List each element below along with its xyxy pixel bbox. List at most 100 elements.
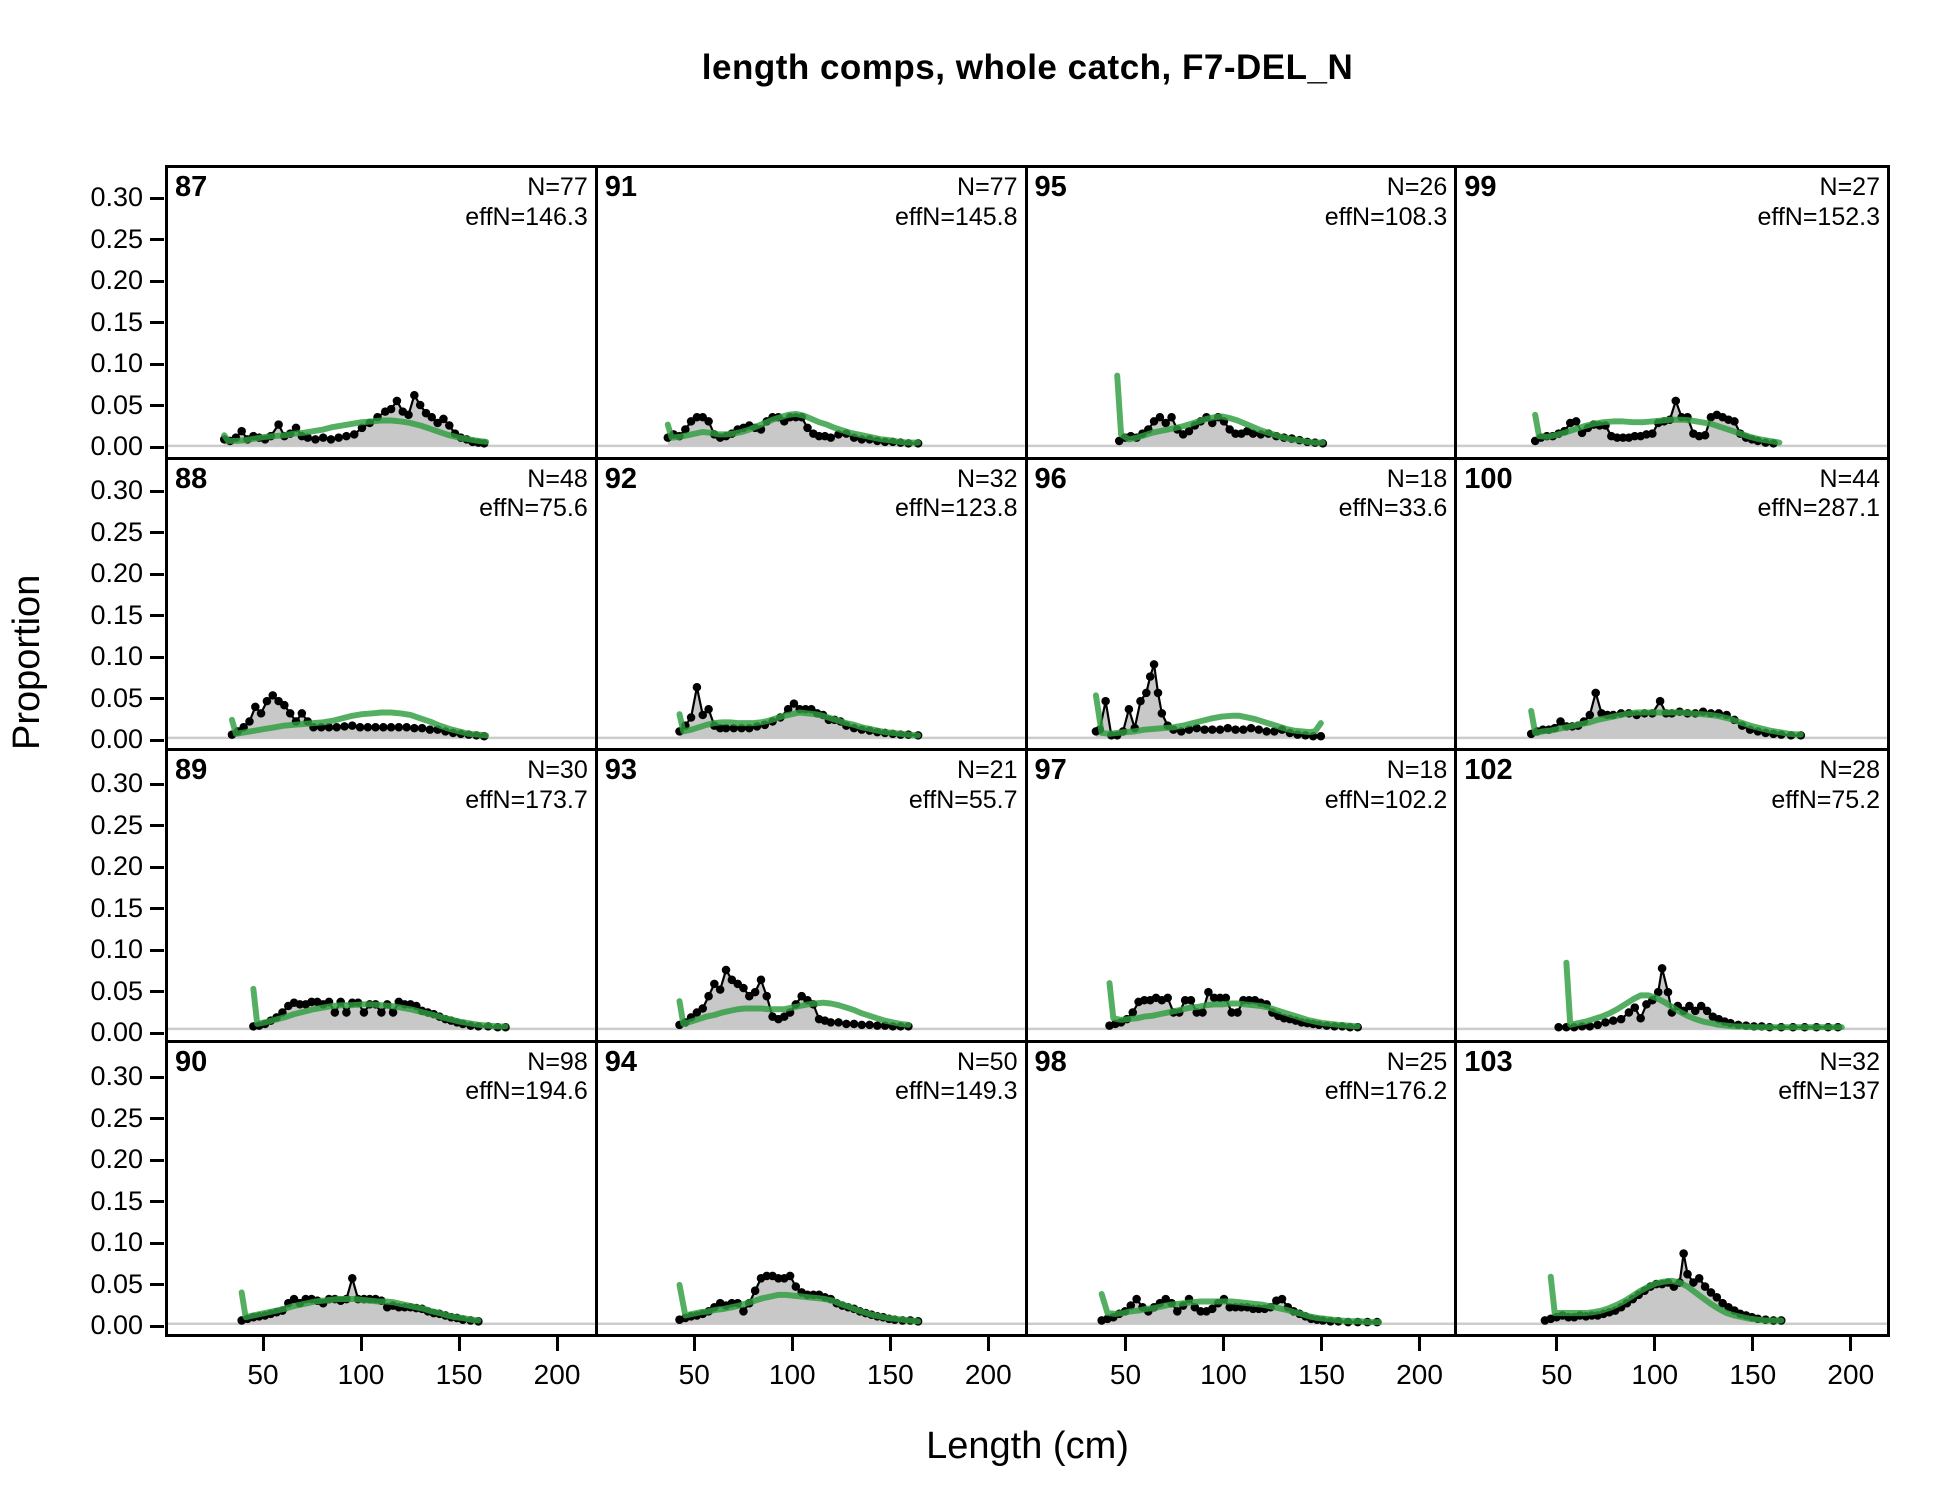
sample-size-label: N=32 effN=123.8 — [894, 464, 1018, 523]
observed-point — [1209, 993, 1219, 1003]
y-axis-tick — [150, 948, 164, 952]
panel-year-label: 95 — [1034, 171, 1067, 203]
observed-point — [445, 421, 454, 430]
observed-point — [1131, 1294, 1141, 1303]
observed-point — [1180, 995, 1189, 1005]
observed-point — [1203, 987, 1213, 997]
observed-point — [692, 682, 701, 691]
sample-size-label: N=77 effN=145.8 — [894, 173, 1018, 231]
observed-point — [386, 404, 396, 414]
observed-point — [417, 723, 427, 732]
expected-line — [1563, 959, 1846, 1031]
observed-point — [318, 433, 328, 442]
observed-point — [729, 723, 738, 732]
x-axis-tick — [790, 1337, 794, 1351]
expected-line — [221, 417, 490, 445]
observed-point — [1149, 659, 1158, 669]
observed-point — [1153, 688, 1162, 697]
panel-chart — [1457, 1248, 1887, 1325]
panel-chart — [597, 1271, 1025, 1326]
observed-point — [297, 708, 307, 718]
observed-point — [738, 983, 748, 993]
observed-point — [285, 708, 295, 718]
x-axis-tick — [261, 1337, 265, 1351]
observed-fill — [1118, 417, 1323, 446]
y-axis-tick — [150, 865, 164, 869]
panel-100: 100 N=44 effN=287.1 — [1457, 459, 1887, 751]
panel-year-label: 102 — [1464, 754, 1513, 786]
observed-point — [334, 433, 343, 442]
panel-grid: 87 N=77 effN=146.3 91 N=77 effN=145.8 95 N… — [165, 165, 1890, 1337]
observed-fill — [1535, 400, 1774, 446]
observed-point — [359, 1008, 369, 1017]
expected-line — [1547, 1273, 1785, 1323]
y-tick-label: 0.15 — [90, 1185, 143, 1216]
y-axis-tick — [150, 1200, 164, 1204]
y-axis-tick — [150, 824, 164, 828]
observed-point — [1591, 688, 1601, 697]
x-axis-tick — [1653, 1337, 1657, 1351]
expected-line — [238, 1288, 482, 1323]
observed-point — [1166, 412, 1176, 422]
x-tick-label: 200 — [1827, 1359, 1875, 1390]
observed-point — [1618, 433, 1628, 442]
observed-point — [1609, 1016, 1618, 1025]
panel-102: 102 N=28 effN=75.2 — [1457, 751, 1887, 1043]
sample-size-label: N=48 effN=75.6 — [479, 464, 588, 523]
observed-point — [1648, 429, 1657, 438]
observed-point — [783, 704, 793, 714]
observed-point — [704, 704, 713, 714]
panel-98: 98 N=25 effN=176.2 — [1027, 1042, 1458, 1334]
observed-point — [330, 1008, 340, 1017]
x-tick-label: 100 — [768, 1359, 816, 1390]
y-tick-label: 0.10 — [90, 641, 143, 672]
sample-size-label: N=25 effN=176.2 — [1324, 1047, 1448, 1106]
y-axis-tick — [150, 489, 164, 493]
panel-chart — [168, 390, 595, 448]
observed-point — [1223, 723, 1232, 732]
observed-point — [371, 722, 380, 732]
sample-size-label: N=77 effN=146.3 — [465, 173, 588, 231]
observed-fill — [1108, 992, 1358, 1029]
observed-point — [415, 400, 425, 410]
x-tick-label: 150 — [866, 1359, 914, 1390]
panel-93: 93 N=21 effN=55.7 — [597, 751, 1028, 1043]
sample-size-label: N=30 effN=173.7 — [465, 756, 588, 814]
y-tick-label: 0.05 — [90, 975, 143, 1006]
observed-point — [849, 1019, 859, 1029]
observed-point — [392, 396, 402, 406]
x-axis-tick — [1555, 1337, 1559, 1351]
y-tick-label: 0.20 — [90, 851, 143, 882]
observed-point — [1172, 1306, 1182, 1316]
observed-point — [833, 1018, 843, 1027]
observed-point — [1601, 1018, 1611, 1027]
panel-chart — [597, 965, 1025, 1031]
observed-point — [342, 431, 351, 441]
x-tick-label: 200 — [1396, 1359, 1443, 1390]
y-axis-tick — [150, 738, 164, 742]
observed-point — [1654, 987, 1663, 997]
observed-point — [1701, 1281, 1710, 1291]
observed-point — [404, 410, 413, 420]
observed-point — [1248, 429, 1257, 438]
observed-point — [402, 722, 411, 732]
panel-92: 92 N=32 effN=123.8 — [597, 459, 1028, 751]
y-tick-label: 0.00 — [90, 431, 143, 462]
observed-point — [1226, 1008, 1236, 1017]
y-axis-tick — [150, 279, 164, 283]
observed-fill — [1095, 663, 1321, 738]
x-axis-tick — [359, 1337, 363, 1351]
observed-point — [268, 690, 278, 700]
observed-point — [715, 723, 725, 732]
observed-point — [857, 1020, 866, 1030]
observed-point — [1663, 987, 1673, 997]
observed-point — [1207, 1304, 1217, 1313]
observed-point — [1191, 723, 1201, 732]
observed-point — [738, 1306, 748, 1316]
x-tick-label: 100 — [1631, 1359, 1679, 1390]
observed-point — [803, 423, 812, 433]
observed-point — [439, 414, 448, 424]
observed-point — [1556, 716, 1566, 726]
y-tick-label: 0.15 — [90, 892, 143, 923]
y-axis-tick — [150, 1117, 164, 1121]
